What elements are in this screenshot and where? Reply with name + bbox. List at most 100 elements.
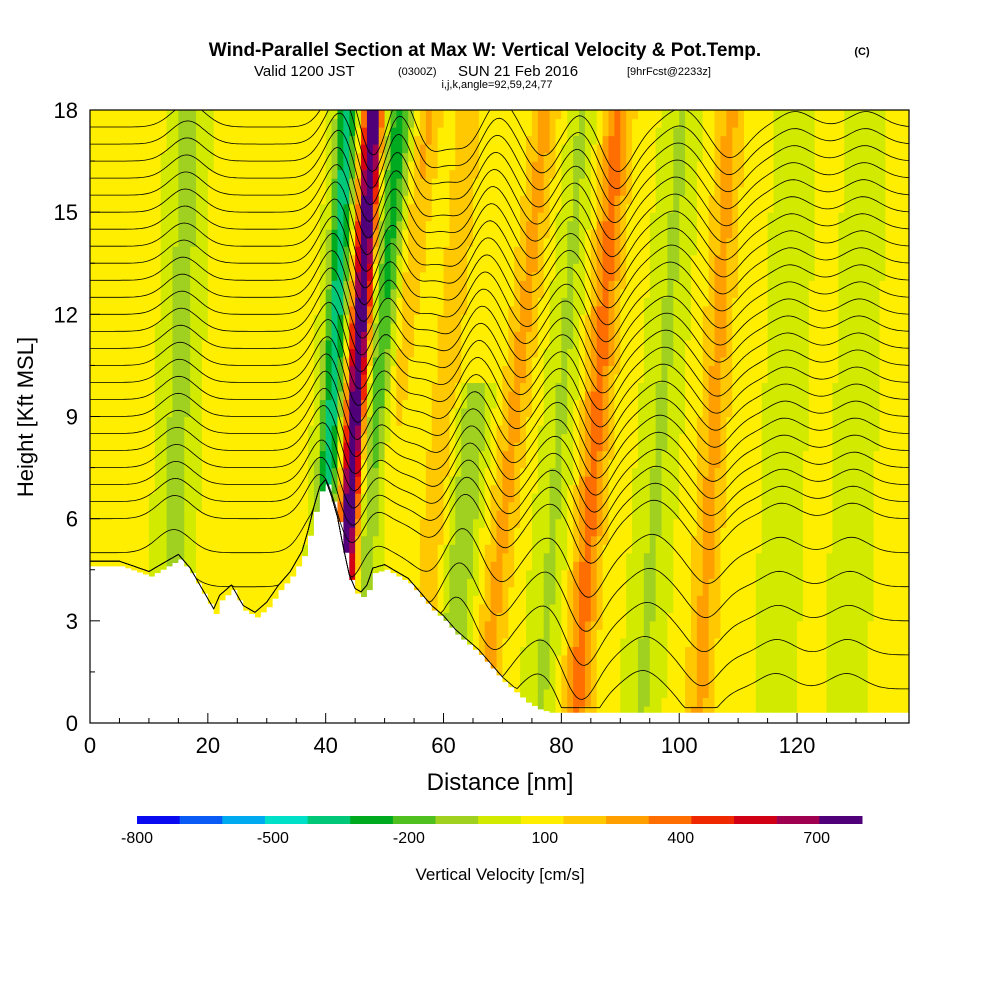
velocity-cell xyxy=(408,178,415,188)
velocity-cell xyxy=(372,407,380,418)
velocity-cell xyxy=(366,195,374,205)
velocity-cell xyxy=(196,314,203,324)
velocity-cell xyxy=(272,246,280,256)
velocity-cell xyxy=(319,186,327,196)
velocity-cell xyxy=(172,135,179,145)
velocity-cell xyxy=(313,501,321,511)
velocity-cell xyxy=(125,450,132,460)
velocity-cell xyxy=(290,203,297,213)
velocity-cell xyxy=(366,561,374,571)
velocity-cell xyxy=(302,382,309,392)
velocity-cell xyxy=(296,493,303,503)
velocity-cell xyxy=(237,169,244,179)
velocity-cell xyxy=(154,263,162,273)
velocity-cell xyxy=(414,263,421,273)
velocity-cell xyxy=(349,110,356,120)
velocity-cell xyxy=(125,382,132,392)
velocity-cell xyxy=(349,561,356,571)
velocity-cell xyxy=(196,339,203,349)
velocity-cell xyxy=(249,280,256,290)
velocity-cell xyxy=(231,152,238,162)
velocity-cell xyxy=(254,433,262,443)
velocity-cell xyxy=(378,161,386,171)
velocity-cell xyxy=(302,450,309,460)
velocity-cell xyxy=(319,169,327,179)
velocity-cell xyxy=(101,152,109,162)
velocity-cell xyxy=(107,271,115,281)
velocity-cell xyxy=(249,450,256,460)
velocity-cell xyxy=(290,152,297,162)
velocity-cell xyxy=(237,314,244,324)
velocity-cell xyxy=(107,390,115,401)
velocity-cell xyxy=(278,527,286,537)
velocity-cell xyxy=(472,365,480,375)
velocity-cell xyxy=(219,331,227,341)
velocity-cell xyxy=(414,305,421,315)
velocity-cell xyxy=(196,237,203,247)
velocity-cell xyxy=(237,212,244,222)
velocity-cell xyxy=(308,110,315,120)
velocity-cell xyxy=(467,314,474,324)
velocity-cell xyxy=(249,178,256,188)
velocity-cell xyxy=(90,433,97,443)
velocity-cell xyxy=(219,169,227,179)
velocity-cell xyxy=(219,493,227,503)
velocity-cell xyxy=(366,135,374,145)
velocity-cell xyxy=(443,305,451,315)
velocity-cell xyxy=(95,365,103,375)
velocity-cell xyxy=(201,382,209,392)
velocity-cell xyxy=(90,135,97,145)
velocity-cell xyxy=(419,110,427,120)
velocity-cell xyxy=(243,493,250,503)
velocity-cell xyxy=(196,127,203,137)
velocity-cell xyxy=(90,544,97,554)
velocity-cell xyxy=(249,331,256,341)
velocity-cell xyxy=(296,178,303,188)
velocity-cell xyxy=(237,144,244,154)
velocity-cell xyxy=(343,373,350,384)
velocity-cell xyxy=(137,390,144,401)
velocity-cell xyxy=(396,518,403,528)
velocity-cell xyxy=(249,288,256,298)
velocity-cell xyxy=(254,407,262,418)
velocity-cell xyxy=(184,305,191,315)
velocity-cell xyxy=(302,280,309,290)
velocity-cell xyxy=(137,442,144,452)
velocity-cell xyxy=(131,348,138,358)
velocity-cell xyxy=(472,459,480,469)
velocity-cell xyxy=(184,348,191,358)
velocity-cell xyxy=(408,110,415,120)
velocity-cell xyxy=(207,186,215,196)
velocity-cell xyxy=(443,612,451,622)
velocity-cell xyxy=(166,459,174,469)
velocity-cell xyxy=(213,552,221,562)
velocity-cell xyxy=(101,552,109,562)
velocity-cell xyxy=(455,195,462,205)
velocity-cell xyxy=(378,314,386,324)
velocity-cell xyxy=(172,118,179,128)
velocity-cell xyxy=(119,322,126,332)
velocity-cell xyxy=(496,654,504,665)
velocity-cell xyxy=(308,356,315,367)
velocity-cell xyxy=(472,203,480,213)
velocity-cell xyxy=(95,110,103,120)
velocity-cell xyxy=(160,229,168,239)
velocity-cell xyxy=(490,135,498,145)
velocity-cell xyxy=(231,442,238,452)
velocity-cell xyxy=(284,280,291,290)
velocity-cell xyxy=(484,178,492,188)
velocity-cell xyxy=(219,527,227,537)
velocity-cell xyxy=(178,152,185,162)
velocity-cell xyxy=(325,246,333,256)
velocity-cell xyxy=(414,169,421,179)
velocity-cell xyxy=(154,297,162,307)
velocity-cell xyxy=(178,484,185,494)
velocity-cell xyxy=(278,322,286,332)
velocity-cell xyxy=(290,220,297,230)
velocity-cell xyxy=(467,254,474,264)
velocity-cell xyxy=(490,407,498,418)
velocity-cell xyxy=(308,169,315,179)
velocity-cell xyxy=(384,501,392,511)
velocity-cell xyxy=(378,518,386,528)
velocity-cell xyxy=(125,501,132,511)
